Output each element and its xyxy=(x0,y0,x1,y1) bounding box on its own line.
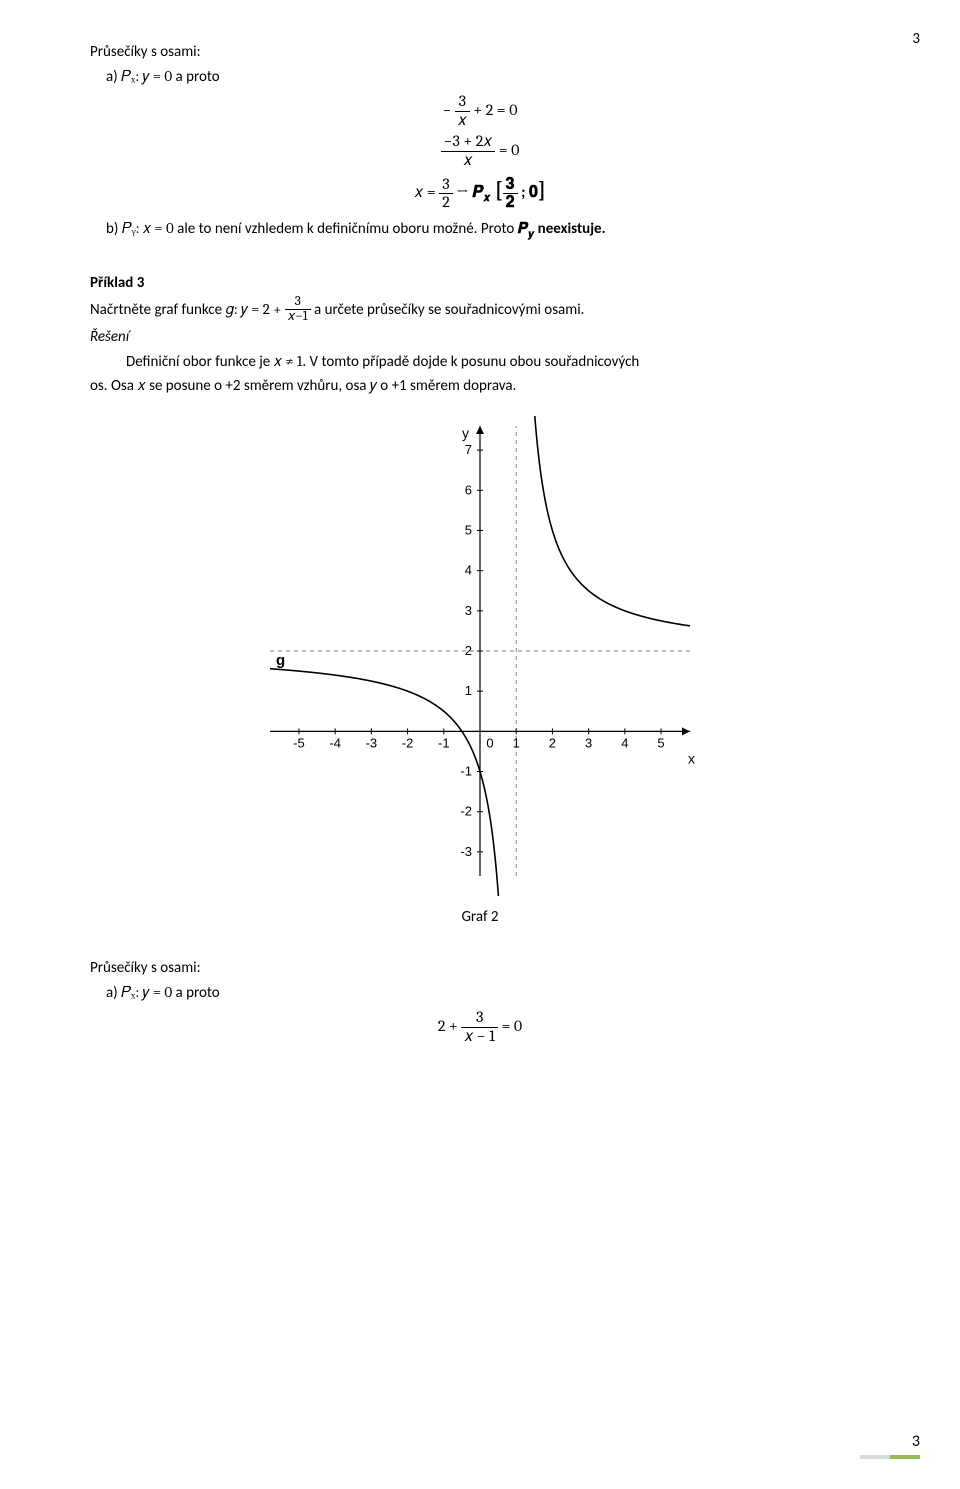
section-intersections-1: Průsečíky s osami: a) 𝑃ₓ: 𝑦 = 0 a proto … xyxy=(90,40,870,243)
eq3-lhs: 𝑥 = xyxy=(414,183,439,201)
sec1-b-prefix: b) xyxy=(106,220,122,238)
section-intersections-2: Průsečíky s osami: a) 𝑃ₓ: 𝑦 = 0 a proto … xyxy=(90,956,870,1045)
eq1-rest: + 2 = 0 xyxy=(470,101,518,119)
eq3-frac-num: 3 xyxy=(439,176,453,195)
svg-text:2: 2 xyxy=(465,643,472,658)
svg-text:1: 1 xyxy=(465,683,472,698)
sec1-item-b: b) 𝑃ᵧ: 𝑥 = 0 ale to není vzhledem k defi… xyxy=(90,216,870,243)
sec3-eq-lhs: 2 + xyxy=(438,1017,461,1035)
eq3-bracket-r: ] xyxy=(538,179,546,203)
page-footer: 3 xyxy=(860,1432,920,1459)
sec1-a-prefix: a) xyxy=(106,68,121,86)
section-example-3: Příklad 3 Načrtněte graf funkce 𝑔: 𝑦 = 2… xyxy=(90,271,870,399)
sec1-heading: Průsečíky s osami: xyxy=(90,40,870,64)
sec2-line2: Řešení xyxy=(90,325,870,349)
eq2-num: −3 + 2𝑥 xyxy=(441,133,496,152)
svg-text:g: g xyxy=(276,652,285,669)
svg-text:-5: -5 xyxy=(293,736,305,751)
eq3-result-num: 𝟑 xyxy=(503,176,518,195)
sec2-heading: Příklad 3 xyxy=(90,271,870,295)
sec3-a-prefix: a) xyxy=(106,984,121,1002)
svg-text:-3: -3 xyxy=(366,736,378,751)
sec3-a-math: 𝑃ₓ: 𝑦 = 0 xyxy=(121,983,172,1001)
svg-text:-3: -3 xyxy=(460,844,472,859)
sec2-line1-a: Načrtněte graf funkce xyxy=(90,300,226,318)
svg-text:5: 5 xyxy=(465,523,472,538)
svg-text:x: x xyxy=(688,751,695,767)
svg-text:5: 5 xyxy=(657,736,664,751)
sec3-a-suffix: a proto xyxy=(172,984,220,1002)
svg-text:-4: -4 xyxy=(329,736,341,751)
sec1-eq1: − 3𝑥 + 2 = 0 xyxy=(90,93,870,129)
sec2-frac-num: 3 xyxy=(285,295,311,311)
svg-text:4: 4 xyxy=(465,563,472,578)
svg-text:3: 3 xyxy=(585,736,592,751)
graph-caption: Graf 2 xyxy=(90,908,870,926)
eq3-bracket-l: [ xyxy=(490,179,502,203)
eq3-frac-den: 2 xyxy=(439,194,453,212)
sec2-line3: Definiční obor funkce je 𝑥 ≠ 1. V tomto … xyxy=(90,349,870,374)
sec3-frac-num: 3 xyxy=(461,1009,498,1028)
sec3-eq: 2 + 3𝑥 − 1 = 0 xyxy=(90,1009,870,1045)
svg-text:-2: -2 xyxy=(460,804,472,819)
svg-text:0: 0 xyxy=(486,736,493,751)
sec1-b-Py: 𝑷 xyxy=(518,219,528,237)
svg-text:1: 1 xyxy=(513,736,520,751)
function-graph: -5 -4 -3 -2 -1 1 2 3 4 5 0 -3 -2 -1 1 2 3 4 5 6 7 x y g xyxy=(240,416,720,896)
eq2-den: 𝑥 xyxy=(441,152,496,170)
eq1-den: 𝑥 xyxy=(455,112,470,130)
svg-text:3: 3 xyxy=(465,603,472,618)
eq1-num: 3 xyxy=(455,93,470,112)
sec2-line1: Načrtněte graf funkce 𝑔: 𝑦 = 2 + 3𝑥−1 a … xyxy=(90,295,870,326)
sec1-a-math: 𝑃ₓ: 𝑦 = 0 xyxy=(121,67,172,85)
eq3-P: 𝑷 xyxy=(472,183,483,201)
sec2-line3-b: . V tomto případě dojde k posunu obou so… xyxy=(302,353,639,371)
sec3-heading: Průsečíky s osami: xyxy=(90,956,870,980)
svg-text:4: 4 xyxy=(621,736,628,751)
svg-text:6: 6 xyxy=(465,483,472,498)
svg-text:-2: -2 xyxy=(402,736,414,751)
sec1-b-end: neexistuje. xyxy=(534,220,605,238)
sec2-line4: os. Osa 𝑥 se posune o +2 směrem vzhůru, … xyxy=(90,374,870,398)
sec3-eq-rhs: = 0 xyxy=(498,1017,522,1035)
sec2-frac-den: 𝑥−1 xyxy=(285,310,311,325)
sec1-b-text: ale to není vzhledem k definičnímu oboru… xyxy=(174,220,518,238)
svg-text:y: y xyxy=(462,425,469,441)
sec1-b-math: 𝑃ᵧ: 𝑥 = 0 xyxy=(122,219,174,237)
sec2-line1-b: a určete průsečíky se souřadnicovými osa… xyxy=(311,300,585,318)
sec1-eq3: 𝑥 = 32 → 𝑷𝒙 [𝟑𝟐 ; 𝟎] xyxy=(90,173,870,211)
svg-text:-1: -1 xyxy=(438,736,450,751)
sec2-line3-a: Definiční obor funkce je xyxy=(126,353,274,371)
sec3-item-a: a) 𝑃ₓ: 𝑦 = 0 a proto xyxy=(90,980,870,1005)
sec1-eq2: −3 + 2𝑥𝑥 = 0 xyxy=(90,133,870,169)
sec2-line1-math: 𝑔: 𝑦 = 2 + xyxy=(226,299,285,317)
graph-container: -5 -4 -3 -2 -1 1 2 3 4 5 0 -3 -2 -1 1 2 3 4 5 6 7 x y g xyxy=(90,416,870,896)
sec3-frac-den: 𝑥 − 1 xyxy=(461,1028,498,1046)
eq3-arrow: → xyxy=(453,183,473,201)
page-number-top: 3 xyxy=(912,30,920,48)
sec1-item-a: a) 𝑃ₓ: 𝑦 = 0 a proto xyxy=(90,64,870,89)
svg-text:2: 2 xyxy=(549,736,556,751)
sec2-line3-math: 𝑥 ≠ 1 xyxy=(274,352,303,370)
svg-text:-1: -1 xyxy=(460,764,472,779)
eq2-rhs: = 0 xyxy=(495,141,519,159)
eq3-result-den: 𝟐 xyxy=(503,194,518,212)
sec1-a-suffix: a proto xyxy=(172,68,220,86)
eq3-semicolon: ; 𝟎 xyxy=(518,183,538,201)
footer-accent-line xyxy=(860,1455,920,1459)
svg-text:7: 7 xyxy=(465,442,472,457)
page-number-bottom: 3 xyxy=(912,1432,920,1451)
